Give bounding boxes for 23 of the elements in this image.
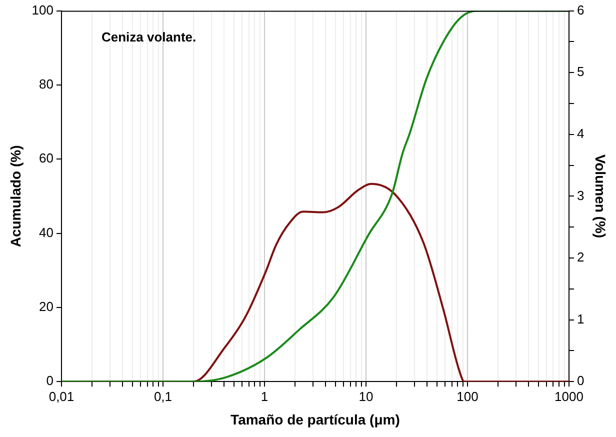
y2-tick-label: 5	[576, 64, 584, 80]
x-tick-label: 100	[456, 388, 478, 404]
y2-tick-label: 6	[576, 2, 584, 18]
x-tick-label: 10	[358, 388, 374, 404]
y-tick-label: 40	[39, 224, 54, 240]
y-axis-title: Acumulado (%)	[7, 145, 24, 248]
x-tick-label: 1	[260, 388, 268, 404]
y2-tick-label: 2	[576, 250, 584, 265]
y2-tick-label: 3	[576, 188, 584, 203]
y2-axis-title: Volumen (%)	[592, 154, 609, 238]
y-tick-label: 80	[39, 76, 54, 92]
x-tick-label: 1000	[554, 388, 584, 404]
y-tick-label: 60	[39, 150, 54, 166]
y2-tick-label: 0	[576, 373, 584, 388]
y-tick-label: 100	[32, 2, 54, 18]
y-tick-label: 20	[39, 299, 54, 314]
x-axis-title: Tamaño de partícula (μm)	[230, 411, 400, 428]
y-tick-label: 0	[46, 373, 54, 388]
y2-tick-label: 4	[576, 126, 584, 141]
x-tick-label: 0,01	[48, 388, 74, 404]
x-tick-label: 0,1	[154, 388, 172, 404]
y2-tick-label: 1	[576, 311, 584, 326]
annotation: Ceniza volante.	[101, 29, 196, 44]
